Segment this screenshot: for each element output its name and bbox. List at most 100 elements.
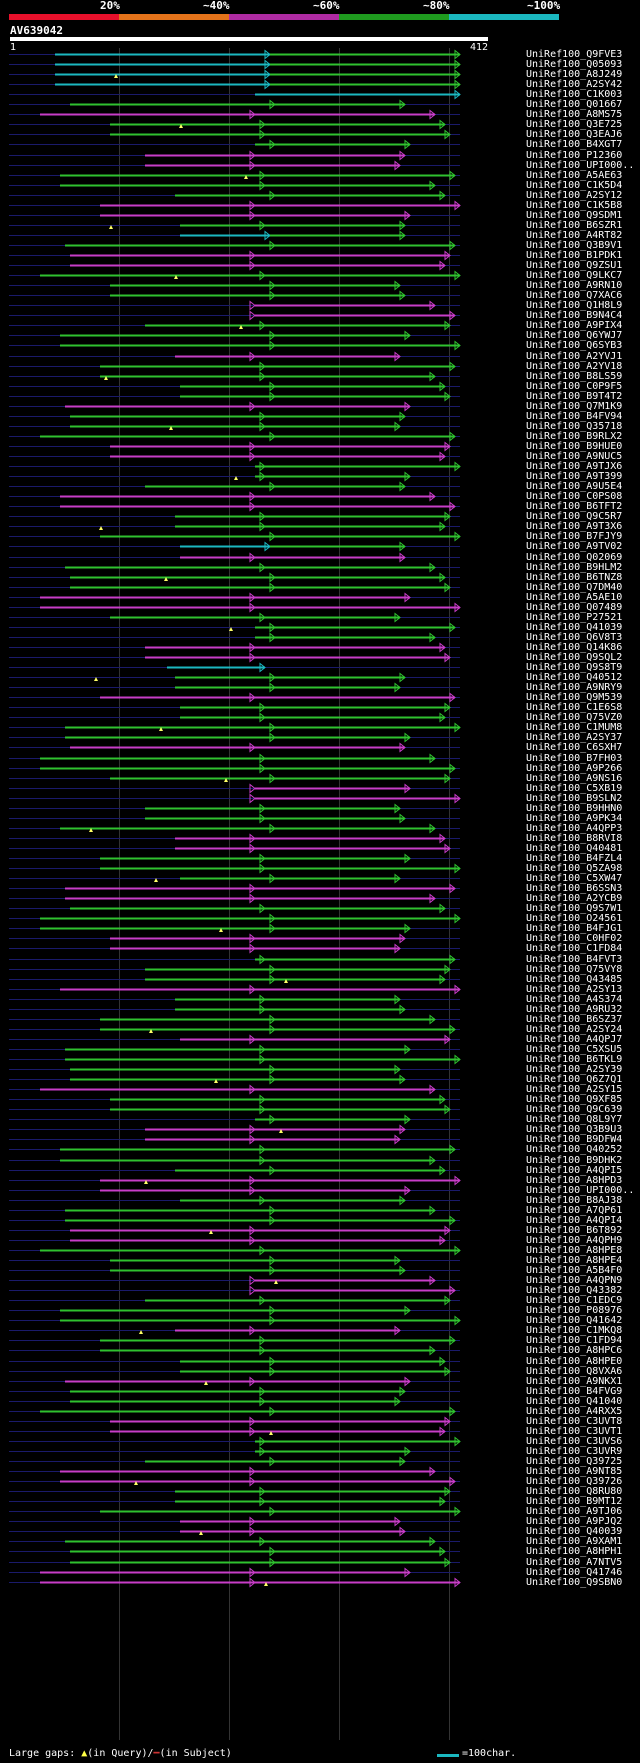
hit-row[interactable]: UniRef100_B6SZR1 — [0, 220, 640, 231]
hit-row[interactable]: UniRef100_Q3EAJ6 — [0, 129, 640, 140]
hit-label[interactable]: UniRef100_Q75VZ0 — [526, 712, 623, 724]
hit-row[interactable]: UniRef100_C3UVT1 — [0, 1426, 640, 1437]
hit-label[interactable]: UniRef100_B4FVT3 — [526, 953, 623, 965]
hit-row[interactable]: UniRef100_B6TKL9 — [0, 1054, 640, 1065]
hit-label[interactable]: UniRef100_C0PS08 — [526, 491, 623, 503]
hit-row[interactable]: UniRef100_A9TV02 — [0, 541, 640, 552]
hit-label[interactable]: UniRef100_A2SY24 — [526, 1023, 623, 1035]
hit-row[interactable]: UniRef100_A9NS16 — [0, 773, 640, 784]
hit-row[interactable]: UniRef100_C0P9F5 — [0, 381, 640, 392]
hit-row[interactable]: UniRef100_B8LS59 — [0, 371, 640, 382]
hit-label[interactable]: UniRef100_C1EDC9 — [526, 1295, 623, 1307]
hit-row[interactable]: UniRef100_A9T3X6 — [0, 521, 640, 532]
hit-row[interactable]: UniRef100_Q75VZ0 — [0, 712, 640, 723]
hit-label[interactable]: UniRef100_A8HPH1 — [526, 1546, 623, 1558]
hit-label[interactable]: UniRef100_Q01667 — [526, 99, 623, 111]
hit-label[interactable]: UniRef100_B8LS59 — [526, 370, 623, 382]
hit-row[interactable]: UniRef100_B6TFT2 — [0, 501, 640, 512]
hit-row[interactable]: UniRef100_C1EDC9 — [0, 1295, 640, 1306]
hit-row[interactable]: UniRef100_Q9M539 — [0, 692, 640, 703]
hit-row[interactable]: UniRef100_A9NT85 — [0, 1466, 640, 1477]
hit-label[interactable]: UniRef100_A2SY37 — [526, 732, 623, 744]
hit-label[interactable]: UniRef100_C0P9F5 — [526, 380, 623, 392]
hit-label[interactable]: UniRef100_B9N4C4 — [526, 310, 623, 322]
hit-row[interactable]: UniRef100_C3UVR9 — [0, 1446, 640, 1457]
hit-label[interactable]: UniRef100_B8AJ38 — [526, 1194, 623, 1206]
hit-row[interactable]: UniRef100_Q6V8T3 — [0, 632, 640, 643]
hit-label[interactable]: UniRef100_A8HPD3 — [526, 1174, 623, 1186]
hit-label[interactable]: UniRef100_A8HPE4 — [526, 1255, 623, 1266]
hit-label[interactable]: UniRef100_Q9FVE3 — [526, 49, 623, 60]
hit-row[interactable]: UniRef100_A8MS75 — [0, 109, 640, 120]
hit-label[interactable]: UniRef100_Q41746 — [526, 1566, 623, 1578]
hit-row[interactable]: UniRef100_Q5ZA98 — [0, 863, 640, 874]
hit-row[interactable]: UniRef100_A2SY15 — [0, 1084, 640, 1095]
hit-label[interactable]: UniRef100_C1MUM8 — [526, 722, 623, 734]
hit-label[interactable]: UniRef100_B4XGT7 — [526, 139, 623, 151]
hit-row[interactable]: UniRef100_A8HPE0 — [0, 1356, 640, 1367]
hit-label[interactable]: UniRef100_A5AE63 — [526, 169, 623, 181]
hit-row[interactable]: UniRef100_Q9FVE3 — [0, 49, 640, 60]
hit-label[interactable]: UniRef100_Q43485 — [526, 973, 623, 985]
hit-row[interactable]: UniRef100_B9N4C4 — [0, 310, 640, 321]
hit-row[interactable]: UniRef100_Q07489 — [0, 602, 640, 613]
hit-row[interactable]: UniRef100_A4QPJ7 — [0, 1034, 640, 1045]
hit-row[interactable]: UniRef100_A5AE10 — [0, 592, 640, 603]
hit-label[interactable]: UniRef100_A9TV02 — [526, 541, 623, 553]
hit-label[interactable]: UniRef100_Q5ZA98 — [526, 863, 623, 875]
hit-row[interactable]: UniRef100_B9T4T2 — [0, 391, 640, 402]
hit-row[interactable]: UniRef100_Q9SQL2 — [0, 652, 640, 663]
hit-label[interactable]: UniRef100_A9NS16 — [526, 772, 623, 784]
hit-label[interactable]: UniRef100_B9HUE0 — [526, 440, 623, 452]
hit-label[interactable]: UniRef100_A2YV18 — [526, 360, 623, 372]
hit-row[interactable]: UniRef100_A4S374 — [0, 994, 640, 1005]
hit-row[interactable]: UniRef100_B9RLX2 — [0, 431, 640, 442]
hit-label[interactable]: UniRef100_A9PK34 — [526, 812, 623, 824]
hit-label[interactable]: UniRef100_Q40252 — [526, 1144, 623, 1156]
hit-row[interactable]: UniRef100_A9PJQ2 — [0, 1516, 640, 1527]
hit-label[interactable]: UniRef100_Q05093 — [526, 59, 623, 71]
hit-row[interactable]: UniRef100_A8J249 — [0, 69, 640, 80]
hit-label[interactable]: UniRef100_Q07489 — [526, 601, 623, 613]
hit-row[interactable]: UniRef100_B4XGT7 — [0, 139, 640, 150]
hit-label[interactable]: UniRef100_Q9LKC7 — [526, 270, 623, 282]
hit-row[interactable]: UniRef100_Q05093 — [0, 59, 640, 70]
hit-label[interactable]: UniRef100_Q9S7W1 — [526, 903, 623, 915]
hit-row[interactable]: UniRef100_A4QPN9 — [0, 1275, 640, 1286]
hit-label[interactable]: UniRef100_C1MKQ8 — [526, 1325, 623, 1337]
hit-row[interactable]: UniRef100_Q41040 — [0, 1396, 640, 1407]
hit-row[interactable]: UniRef100_Q35718 — [0, 421, 640, 432]
hit-row[interactable]: UniRef100_A9PIX4 — [0, 320, 640, 331]
hit-row[interactable]: UniRef100_B9SLN2 — [0, 793, 640, 804]
hit-label[interactable]: UniRef100_A9T3X6 — [526, 521, 623, 533]
hit-row[interactable]: UniRef100_B1PDK1 — [0, 250, 640, 261]
hit-row[interactable]: UniRef100_C5XW47 — [0, 873, 640, 884]
hit-label[interactable]: UniRef100_B6TFT2 — [526, 501, 623, 513]
hit-row[interactable]: UniRef100_A8HPD3 — [0, 1175, 640, 1186]
hit-row[interactable]: UniRef100_Q9SBN0 — [0, 1577, 640, 1588]
hit-row[interactable]: UniRef100_C1MKQ8 — [0, 1325, 640, 1336]
hit-label[interactable]: UniRef100_A4QPP3 — [526, 822, 623, 834]
hit-label[interactable]: UniRef100_A8HPE0 — [526, 1355, 623, 1367]
hit-label[interactable]: UniRef100_Q9C639 — [526, 1104, 623, 1116]
hit-label[interactable]: UniRef100_C3UVT8 — [526, 1415, 623, 1427]
hit-row[interactable]: UniRef100_B7FH03 — [0, 753, 640, 764]
hit-label[interactable]: UniRef100_UPI000.. — [526, 1184, 635, 1196]
hit-label[interactable]: UniRef100_Q9XF85 — [526, 1094, 623, 1106]
hit-label[interactable]: UniRef100_Q3B9U3 — [526, 1124, 623, 1136]
hit-row[interactable]: UniRef100_B9DHK2 — [0, 1155, 640, 1166]
hit-label[interactable]: UniRef100_Q40481 — [526, 842, 623, 854]
hit-label[interactable]: UniRef100_B6TNZ8 — [526, 571, 623, 583]
hit-label[interactable]: UniRef100_Q02069 — [526, 551, 623, 563]
hit-row[interactable]: UniRef100_A4QPP3 — [0, 823, 640, 834]
hit-label[interactable]: UniRef100_A4QPN9 — [526, 1275, 623, 1287]
hit-row[interactable]: UniRef100_Q8RU80 — [0, 1486, 640, 1497]
hit-row[interactable]: UniRef100_A4RXX5 — [0, 1406, 640, 1417]
hit-row[interactable]: UniRef100_B6SZ37 — [0, 1014, 640, 1025]
hit-row[interactable]: UniRef100_C3UVS6 — [0, 1436, 640, 1447]
hit-label[interactable]: UniRef100_Q8VXA6 — [526, 1365, 623, 1377]
hit-label[interactable]: UniRef100_Q9SDM1 — [526, 209, 623, 221]
hit-row[interactable]: UniRef100_Q41642 — [0, 1315, 640, 1326]
hit-row[interactable]: UniRef100_Q41039 — [0, 622, 640, 633]
hit-row[interactable]: UniRef100_A9PK34 — [0, 813, 640, 824]
